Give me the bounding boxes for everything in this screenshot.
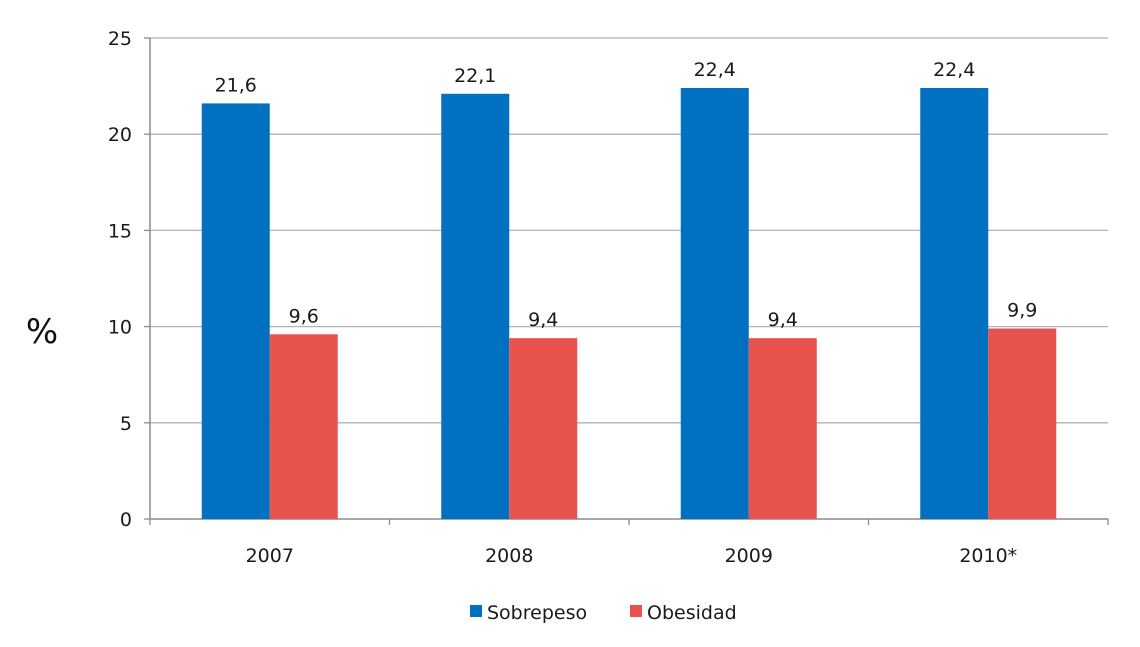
y-tick-label: 25 (108, 28, 132, 50)
x-tick-label: 2009 (725, 545, 773, 567)
bar-obesidad-2009 (748, 338, 817, 519)
bar-sobrepeso-2008 (441, 93, 510, 520)
data-label: 22,4 (694, 59, 736, 81)
data-label: 9,4 (768, 309, 798, 331)
data-label: 22,4 (933, 59, 975, 81)
x-tick-label: 2010* (959, 545, 1017, 567)
bars (201, 88, 1057, 520)
bar-sobrepeso-2010 (920, 88, 989, 520)
bar-obesidad-2008 (509, 338, 578, 519)
x-tick-label: 2008 (485, 545, 533, 567)
legend-swatch-obesidad (630, 605, 642, 617)
y-tick-label: 15 (108, 220, 132, 242)
data-label: 9,9 (1007, 300, 1037, 322)
bar-obesidad-2007 (269, 334, 338, 519)
bar-sobrepeso-2007 (201, 103, 270, 519)
legend-label-obesidad: Obesidad (647, 602, 737, 624)
y-tick-labels: 0 5 10 15 20 25 (108, 28, 132, 531)
data-label: 9,6 (289, 305, 319, 327)
y-tick-label: 10 (108, 317, 132, 339)
y-axis-label: % (26, 312, 58, 352)
legend-label-sobrepeso: Sobrepeso (487, 602, 587, 624)
data-label: 21,6 (215, 74, 257, 96)
y-tick-label: 0 (120, 509, 132, 531)
y-tick-label: 5 (120, 413, 132, 435)
data-label: 22,1 (454, 65, 496, 87)
y-tick-label: 20 (108, 124, 132, 146)
legend: Sobrepeso Obesidad (470, 602, 737, 624)
bar-sobrepeso-2009 (680, 88, 749, 520)
data-labels: 21,6 9,6 22,1 9,4 22,4 9,4 22,4 9,9 (215, 59, 1038, 331)
legend-swatch-sobrepeso (470, 605, 482, 617)
x-tick-labels: 2007 2008 2009 2010* (246, 545, 1018, 567)
bar-obesidad-2010 (988, 328, 1057, 519)
x-tick-label: 2007 (246, 545, 294, 567)
data-label: 9,4 (528, 309, 558, 331)
